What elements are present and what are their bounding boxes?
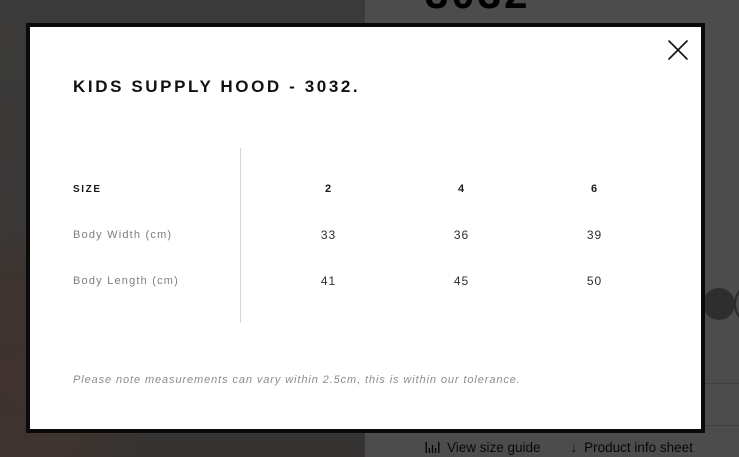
body-length-size4: 45: [453, 274, 470, 288]
size-guide-title: KIDS SUPPLY HOOD - 3032.: [73, 77, 361, 96]
tolerance-note: Please note measurements can vary within…: [73, 374, 521, 386]
size-col-6: 6: [590, 183, 599, 195]
row-label-body-length: Body Length (cm): [73, 275, 180, 287]
size-table: SIZE 2 4 6 Body Width (cm) 33 36 39 Body…: [73, 166, 661, 304]
size-column-header: SIZE: [73, 183, 102, 195]
size-col-2: 2: [324, 183, 333, 195]
body-width-size4: 36: [453, 228, 470, 242]
size-col-4: 4: [457, 183, 466, 195]
close-icon[interactable]: [664, 36, 692, 64]
body-width-size6: 39: [586, 228, 603, 242]
table-column-divider: [240, 148, 241, 323]
row-label-body-width: Body Width (cm): [73, 229, 173, 241]
body-width-size2: 33: [320, 228, 337, 242]
body-length-size6: 50: [586, 274, 603, 288]
size-guide-modal: KIDS SUPPLY HOOD - 3032. SIZE 2 4 6 Body…: [26, 23, 705, 433]
body-length-size2: 41: [320, 274, 337, 288]
